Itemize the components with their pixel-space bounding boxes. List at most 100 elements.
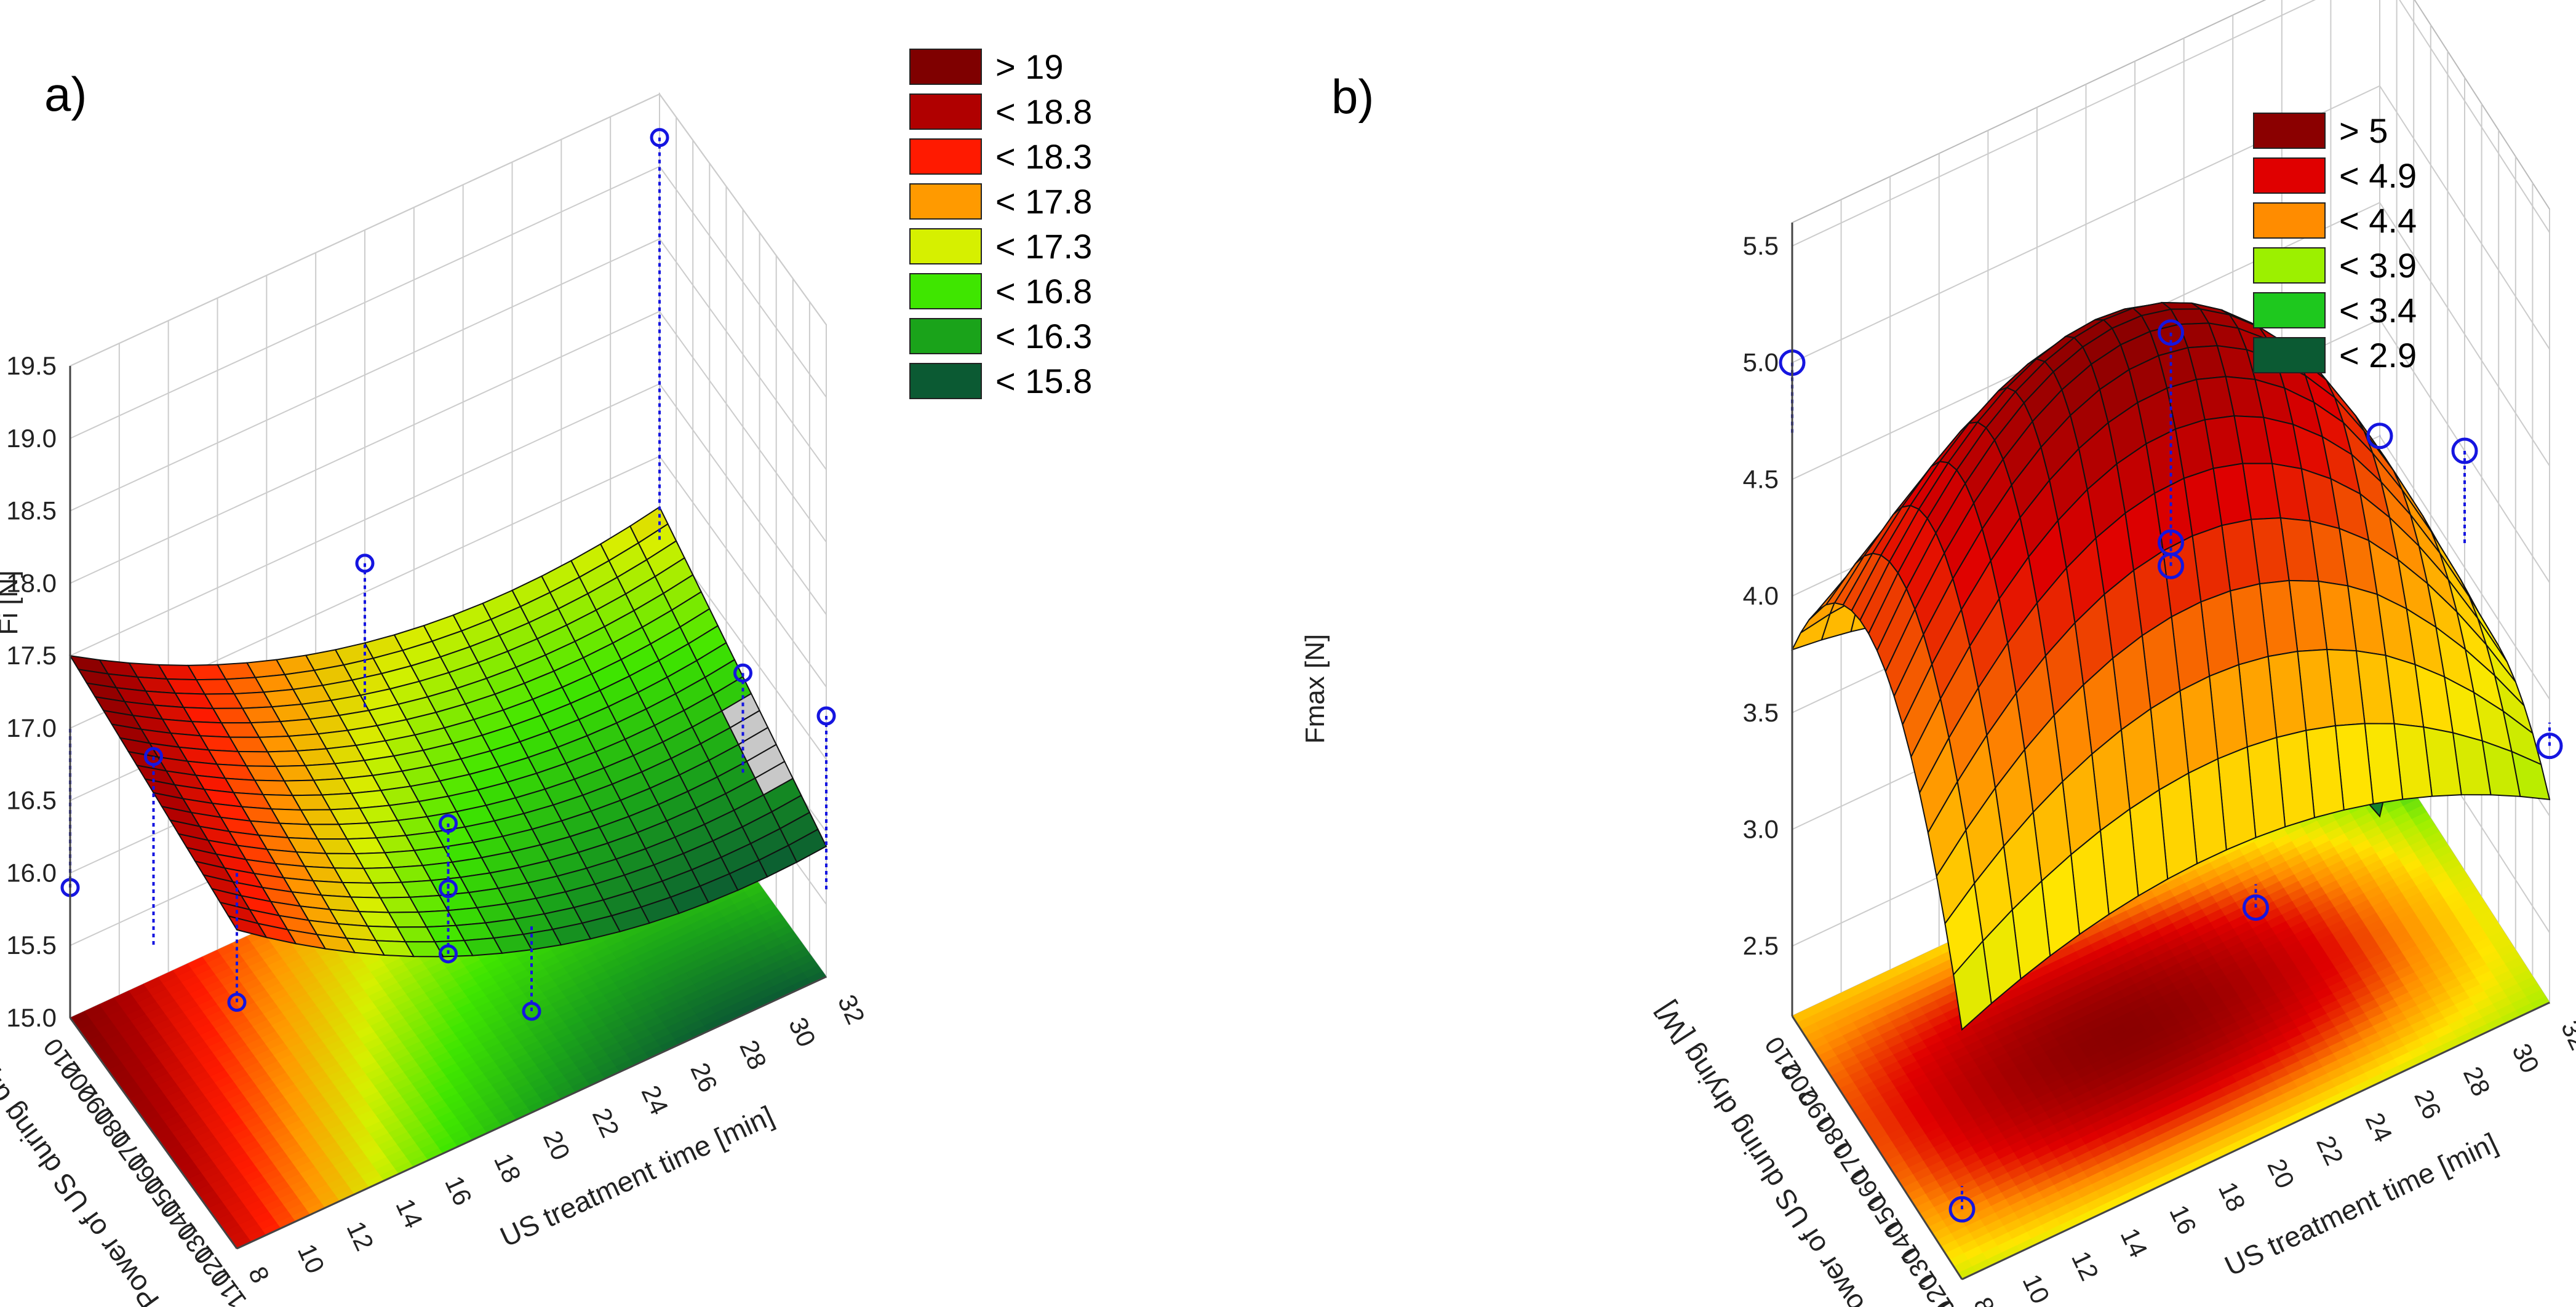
data-point <box>2158 319 2184 346</box>
surface-mesh <box>1791 301 2551 1031</box>
legend-label: < 18.8 <box>995 92 1093 131</box>
grid-line <box>1792 0 2550 247</box>
x-axis-title: US treatment time [min] <box>2220 1127 2502 1282</box>
x-tick-label: 16 <box>2164 1201 2202 1239</box>
legend-swatch <box>2253 292 2326 328</box>
z-tick-label: 18.5 <box>6 496 57 525</box>
legend-swatch <box>909 138 982 175</box>
legend-label: > 5 <box>2339 111 2388 150</box>
x-axis-title: US treatment time [min] <box>495 1100 778 1253</box>
data-point <box>522 1001 541 1021</box>
data-point <box>733 663 752 683</box>
legend-label: < 15.8 <box>995 362 1093 400</box>
data-point <box>2536 733 2563 760</box>
y-axis-line <box>1791 1015 1963 1280</box>
legend-swatch <box>909 273 982 309</box>
chart-panel-a: 8 10 12 14 16 18 20 22 24 26 28 30 32 110 120 130 140 150… <box>0 44 1092 1307</box>
x-tick-label: 32 <box>2556 1016 2576 1054</box>
legend-label: < 2.9 <box>2339 336 2417 375</box>
legend-label: < 3.9 <box>2339 246 2417 285</box>
legend-a: > 19 < 18.8 < 18.3 < 17.8 < 17.3 < 16.8 < 16.3… <box>909 44 1092 403</box>
z-tick-label: 15.0 <box>6 1003 57 1032</box>
x-tick-label: 22 <box>587 1103 625 1142</box>
legend-swatch <box>909 318 982 354</box>
z-tick-label: 15.5 <box>6 931 57 959</box>
x-axis-line <box>236 975 827 1250</box>
x-tick-label: 32 <box>832 990 871 1028</box>
x-tick-label: 14 <box>390 1194 428 1233</box>
legend-item: < 3.9 <box>2253 243 2417 288</box>
legend-item: < 16.3 <box>909 314 1092 359</box>
z-tick-label: 16.0 <box>6 858 57 887</box>
legend-swatch <box>2253 247 2326 284</box>
legend-swatch <box>2253 113 2326 149</box>
z-tick-label: 16.5 <box>6 786 57 815</box>
x-tick-label: 14 <box>2115 1223 2153 1261</box>
grid-line <box>70 311 827 584</box>
legend-label: < 3.4 <box>2339 291 2417 330</box>
x-tick-label: 28 <box>734 1036 772 1074</box>
x-tick-label: 22 <box>2311 1131 2349 1169</box>
data-point <box>1948 1196 1976 1223</box>
y-axis-line <box>69 1017 238 1249</box>
legend-swatch <box>909 49 982 85</box>
x-tick-label: 20 <box>2262 1154 2300 1193</box>
z-tick-label: 17.5 <box>6 641 57 670</box>
legend-swatch <box>909 363 982 399</box>
chart-panel-b: 8101214161820222426283032110120130140150… <box>1288 0 2576 1307</box>
z-tick-label: 4.0 <box>1743 581 1779 610</box>
z-tick-label: 5.0 <box>1743 348 1779 377</box>
surface-chart-a: 8 101214161820222426283032110120130140150… <box>0 92 871 1307</box>
legend-label: > 19 <box>995 47 1064 86</box>
x-tick-label: 8 <box>243 1262 275 1287</box>
legend-item: < 4.9 <box>2253 153 2417 198</box>
data-point <box>650 128 669 148</box>
legend-b: > 5 < 4.9 < 4.4 < 3.9 < 3.4 < 2.9 <box>2253 108 2417 378</box>
z-tick-label: 17.0 <box>6 713 57 742</box>
data-point <box>2243 894 2269 921</box>
z-tick-label: 18.0 <box>6 568 57 597</box>
data-point <box>2451 437 2478 464</box>
legend-swatch <box>2253 202 2326 239</box>
z-tick-label: 3.5 <box>1743 698 1779 727</box>
legend-label: < 16.3 <box>995 317 1093 356</box>
surface-mesh <box>69 506 827 958</box>
grid-line <box>70 93 827 367</box>
x-tick-label: 30 <box>783 1013 821 1051</box>
data-point <box>439 879 458 899</box>
legend-item: < 2.9 <box>2253 333 2417 378</box>
legend-label: < 4.9 <box>2339 156 2417 195</box>
legend-item: < 15.8 <box>909 359 1092 403</box>
z-tick-label: 5.5 <box>1743 231 1779 260</box>
legend-item: < 3.4 <box>2253 288 2417 333</box>
surface-cell <box>227 915 268 939</box>
x-tick-label: 30 <box>2506 1039 2545 1077</box>
data-point <box>355 554 375 573</box>
data-point <box>227 993 247 1012</box>
legend-item: < 17.8 <box>909 179 1092 224</box>
z-tick-label: 19.0 <box>6 424 57 453</box>
z-tick-label: 2.5 <box>1743 931 1779 960</box>
legend-item: < 18.3 <box>909 134 1092 179</box>
legend-label: < 17.8 <box>995 182 1093 221</box>
x-tick-label: 24 <box>2360 1108 2398 1146</box>
z-axis-title: Fmax [N] <box>1300 634 1330 744</box>
x-tick-label: 20 <box>538 1126 576 1164</box>
legend-item: > 5 <box>2253 108 2417 153</box>
data-point <box>439 814 458 833</box>
legend-item: < 4.4 <box>2253 198 2417 243</box>
x-tick-label: 10 <box>2017 1269 2055 1307</box>
surface-cell <box>1953 939 1992 1031</box>
data-point <box>144 747 163 766</box>
panel-label-b: b) <box>1331 70 1374 124</box>
x-tick-label: 12 <box>2066 1247 2104 1285</box>
legend-item: < 18.8 <box>909 89 1092 134</box>
legend-swatch <box>909 228 982 264</box>
x-tick-label: 26 <box>685 1059 723 1097</box>
legend-swatch <box>909 93 982 130</box>
legend-item: > 19 <box>909 44 1092 89</box>
grid-line <box>1792 202 2550 480</box>
grid-line <box>70 238 827 512</box>
legend-label: < 17.3 <box>995 227 1093 266</box>
x-tick-label: 18 <box>2213 1177 2251 1215</box>
